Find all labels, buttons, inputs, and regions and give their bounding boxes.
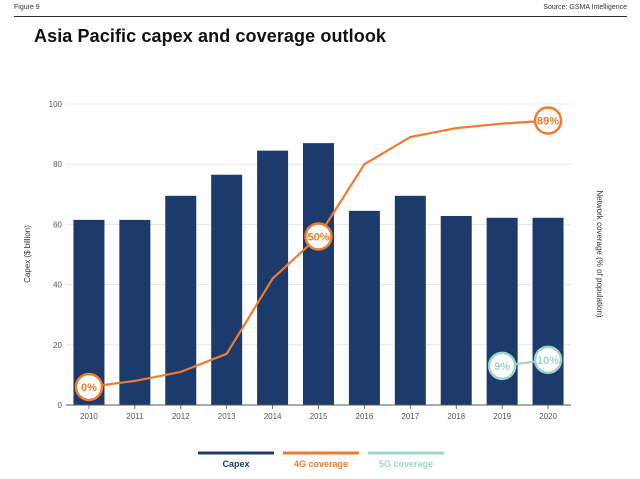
x-tick-label: 2011 <box>126 412 144 421</box>
coverage-callouts: 0% 50% 89% 9% 10% <box>74 106 563 402</box>
x-tick-label: 2010 <box>80 412 98 421</box>
legend-label: 4G coverage <box>294 459 348 469</box>
coverage-callout-marker <box>304 222 333 251</box>
x-tick-label: 2019 <box>493 412 511 421</box>
x-tick-label: 2020 <box>539 412 557 421</box>
y-tick-label: 60 <box>53 220 62 229</box>
y-tick-label: 0 <box>58 401 63 410</box>
header-divider <box>14 16 627 17</box>
y-axis-title: Capex ($ billion) <box>23 225 32 283</box>
coverage-callout-marker <box>74 372 104 402</box>
coverage-callout-label: 0% <box>81 382 97 394</box>
source-note: Source: GSMA Intelligence <box>543 4 627 11</box>
coverage-callout-label: 89% <box>537 116 559 128</box>
x-axis-ticks: 2010 2011 2012 2013 2014 2015 2016 2017 2018 2019… <box>80 405 557 421</box>
capex-bar <box>440 215 472 405</box>
chart-legend: Capex 4G coverage 5G coverage <box>198 451 444 469</box>
coverage-callout-label: 10% <box>537 355 559 367</box>
capex-bar <box>119 219 151 405</box>
y-tick-label: 40 <box>53 281 62 290</box>
capex-bar <box>348 210 380 405</box>
coverage-callout-marker <box>533 106 563 135</box>
coverage-callout-marker <box>487 351 517 381</box>
x-tick-label: 2013 <box>218 412 236 421</box>
capex-bar <box>303 143 334 405</box>
chart-title: Asia Pacific capex and coverage outlook <box>34 26 387 46</box>
coverage-callout-marker <box>533 345 563 375</box>
coverage-callout-label: 9% <box>494 361 510 373</box>
legend-label: 5G coverage <box>379 459 433 469</box>
x-tick-label: 2012 <box>172 412 190 421</box>
y2-axis-title: Network coverage (% of population) <box>595 190 604 318</box>
legend-label: Capex <box>222 459 249 469</box>
coverage-callout-label: 50% <box>307 231 329 243</box>
y-tick-label: 80 <box>53 160 62 169</box>
figure-label: Figure 9 <box>14 4 40 11</box>
y-tick-label: 20 <box>53 341 62 350</box>
y-tick-label: 100 <box>49 100 63 109</box>
capex-bar <box>211 174 243 405</box>
x-tick-label: 2017 <box>401 412 419 421</box>
capex-bars <box>73 143 564 405</box>
capex-bar <box>165 195 197 405</box>
capex-bar <box>394 195 426 405</box>
y-axis-ticks: 0 20 40 60 80 100 <box>49 100 63 410</box>
x-tick-label: 2018 <box>447 412 465 421</box>
x-tick-label: 2016 <box>356 412 374 421</box>
x-tick-label: 2014 <box>264 412 282 421</box>
x-tick-label: 2015 <box>310 412 328 421</box>
capex-bar <box>532 217 564 405</box>
